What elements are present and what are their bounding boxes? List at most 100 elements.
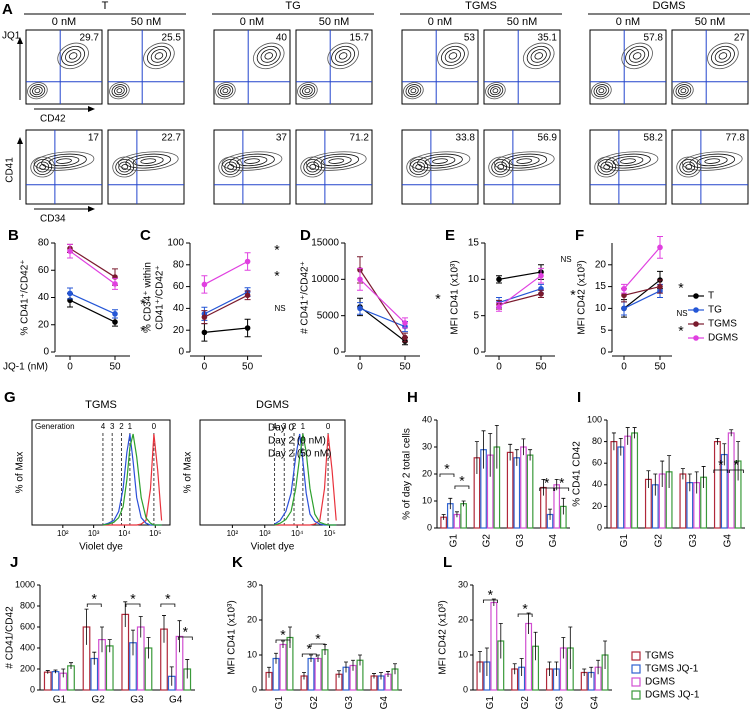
contour-line [534,52,543,60]
flow-plot [213,129,291,205]
condition-label: 50 nM [507,16,538,28]
contour-line [680,88,687,94]
data-point [621,305,627,312]
x-tick-label: G4 [169,695,183,706]
series-line [204,291,248,315]
contour-line [621,42,653,70]
group-label: TG [285,0,300,12]
plot-frame [199,419,346,526]
contour-line [30,156,56,178]
bar [610,441,618,529]
y-tick-label: 200 [20,663,35,673]
data-point [538,291,544,297]
y-tick-label: 0 [597,522,602,532]
panel-label: L [443,554,452,571]
contour-line [412,161,426,173]
plot-title: DGMS [256,399,289,411]
y-tick-label: 0 [600,347,606,358]
y-tick-label: 800 [20,600,35,610]
data-point [244,325,251,331]
error-bar [441,514,446,520]
error-bar [618,437,623,456]
contour-line [252,42,285,70]
y-tick-label: 40 [38,292,50,303]
contour-line [620,158,636,164]
group-label: DGMS [653,0,686,12]
contour-line [593,84,610,98]
error-bar [722,443,727,466]
error-bar [454,511,459,518]
contour-line [594,156,620,178]
data-point [402,320,408,326]
contour-line [491,159,511,175]
significance-bracket [160,603,176,607]
data-point [201,329,208,336]
x-tick-label: G3 [515,534,526,548]
significance: * [140,296,146,312]
flow-plot [25,29,103,105]
y-tick-label: 10000 [311,274,339,285]
panel-label: J [10,554,18,571]
error-bar [69,662,73,669]
error-bar [61,668,66,678]
data-point [538,272,544,279]
data-point [357,276,363,283]
contour-line [36,161,50,173]
contour-line [679,159,699,175]
histogram-curve [102,433,162,526]
y-axis-label: % CD34⁺ within [143,262,154,333]
contour-line [600,161,614,173]
generation-label: 2 [119,422,124,431]
legend-label: TGMS [708,319,737,330]
significance-bracket [517,613,533,617]
contour-line [65,49,82,63]
error-bar [474,441,479,474]
contour-line [217,84,234,98]
error-bar [481,430,486,469]
significance: NS [560,255,571,264]
error-bar [736,441,741,481]
y-axis-label: % CD41⁺/CD42⁺ [20,259,31,335]
panel-label: K [232,554,243,571]
x-tick-label: G3 [688,534,699,548]
x-tick-label: G4 [548,534,559,548]
contour-line [33,151,95,171]
contour-line [488,156,514,178]
flow-plot [589,29,667,105]
error-bar [185,659,190,679]
error-bar [107,639,112,653]
y-axis-label: MFI CD41 (x10³) [450,260,461,334]
series-line [359,307,406,328]
error-bar [123,601,128,627]
y-axis-label: # CD41/CD42 [5,606,16,669]
bar [631,432,639,529]
bar [506,451,514,529]
contour-line [409,159,429,175]
error-bar [302,672,306,680]
panel-label: I [577,389,581,406]
x-tick-label: G4 [722,534,733,548]
histogram-curve [274,433,337,526]
x-axis-label: Violet dye [251,542,295,553]
y-axis-label: CD41 [5,157,16,183]
group-label: TGMS [465,0,497,12]
significance-bracket [554,487,570,491]
significance-bracket [177,636,193,640]
error-bar [660,460,665,487]
error-bar [596,659,601,675]
y-tick-label: 5 [473,310,479,321]
quadrant-percent: 40 [276,33,288,44]
contour-line [603,164,611,170]
y-axis-label: % of Max [183,452,194,494]
panel-label: H [407,389,418,406]
generation-label: 0 [152,422,157,431]
group-label: T [102,0,109,12]
x-tick-label: G2 [520,696,531,710]
x-tick-label: G1 [448,534,459,548]
generation-label: 3 [282,422,287,431]
contour-line [415,164,423,170]
contour-line [596,86,607,96]
x-tick-label: G1 [274,696,285,710]
contour-line [597,151,659,171]
contour-line [34,88,41,94]
